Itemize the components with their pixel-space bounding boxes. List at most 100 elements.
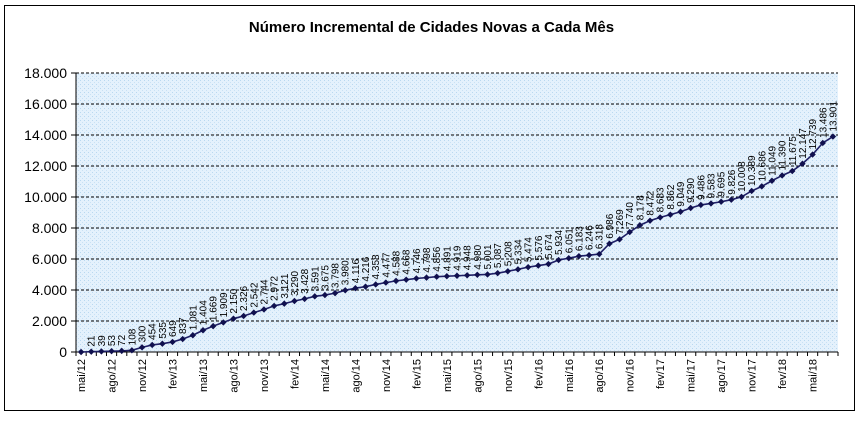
- data-point: [372, 281, 379, 288]
- data-label: 12.739: [808, 119, 819, 150]
- data-point: [829, 133, 837, 140]
- data-label: 9.695: [717, 171, 728, 196]
- data-point: [382, 279, 390, 286]
- data-label: 13.901: [828, 101, 839, 132]
- data-label: 72: [117, 334, 128, 346]
- data-point: [789, 167, 796, 175]
- x-tick-label: mai/14: [320, 359, 332, 392]
- data-label: 837: [178, 317, 189, 334]
- data-point: [524, 263, 532, 271]
- data-label: 5.934: [554, 230, 565, 255]
- data-point: [585, 251, 593, 259]
- x-tick-label: nov/16: [625, 359, 637, 392]
- data-point: [677, 208, 684, 215]
- data-point: [128, 347, 136, 354]
- data-label: 2.150: [229, 288, 240, 313]
- data-point: [301, 295, 308, 303]
- y-tick-label: 16.000: [24, 96, 67, 112]
- x-tick-label: ago/17: [716, 359, 728, 393]
- data-label: 12.147: [798, 128, 809, 159]
- series: [77, 133, 837, 356]
- data-label: 9.290: [686, 178, 697, 203]
- data-point: [281, 300, 288, 307]
- x-tick-label: nov/12: [137, 359, 149, 392]
- data-label: 3.675: [320, 265, 331, 290]
- y-tick-label: 18.000: [24, 65, 67, 81]
- data-point: [403, 276, 410, 283]
- data-point: [270, 302, 278, 310]
- data-point: [463, 272, 471, 279]
- data-label: 3.798: [331, 263, 342, 288]
- data-point: [321, 291, 329, 299]
- data-label: 1.404: [199, 300, 210, 325]
- data-point: [494, 269, 501, 277]
- data-point: [768, 177, 776, 184]
- data-label: 3.428: [300, 268, 311, 293]
- data-label: 9.826: [727, 169, 738, 194]
- data-point: [98, 348, 105, 355]
- data-label: 5.576: [534, 235, 545, 260]
- data-point: [657, 214, 664, 221]
- data-label: 2.326: [239, 285, 250, 310]
- data-point: [392, 277, 400, 285]
- data-point: [474, 271, 481, 279]
- x-tick-label: nov/13: [259, 359, 271, 392]
- data-label: 4.358: [371, 254, 382, 279]
- data-point: [545, 260, 552, 268]
- chart-title: Número Incremental de Cidades Novas a Ca…: [248, 19, 615, 36]
- data-point: [555, 256, 562, 264]
- data-point: [646, 217, 654, 224]
- x-tick-label: mai/15: [442, 359, 454, 392]
- data-point: [179, 335, 186, 343]
- x-tick-label: nov/15: [503, 359, 515, 392]
- data-label: 8.178: [635, 195, 646, 220]
- data-label: 1.909: [219, 292, 230, 317]
- data-label: 39: [97, 335, 108, 347]
- data-label: 6.183: [574, 226, 585, 251]
- y-tick-label: 10.000: [24, 189, 67, 205]
- x-tick-label: ago/16: [594, 359, 606, 393]
- data-label: 454: [148, 323, 159, 340]
- x-tick-labels: mai/12 ago/12 nov/12 fev/13 mai/13 ago/13 nov/…: [76, 359, 820, 393]
- data-label: 5.334: [513, 239, 524, 264]
- data-label: 10.389: [747, 155, 758, 186]
- data-label: 11.049: [767, 145, 778, 175]
- data-label: 4.798: [422, 247, 433, 272]
- data-point: [230, 315, 237, 322]
- data-label: 7.269: [615, 209, 626, 234]
- data-point: [352, 285, 359, 292]
- x-tick-label: fev/17: [655, 359, 667, 389]
- x-tick-label: ago/12: [107, 359, 119, 393]
- data-label: 8.683: [656, 187, 667, 212]
- data-point: [667, 211, 674, 218]
- data-label: 5.474: [524, 237, 535, 262]
- data-point: [311, 293, 318, 300]
- data-point: [687, 204, 694, 212]
- data-label: 8.472: [646, 190, 657, 215]
- data-label: 10.686: [757, 150, 768, 181]
- data-label: 649: [168, 320, 179, 337]
- data-label: 4.948: [463, 245, 474, 270]
- x-tick-label: ago/15: [472, 359, 484, 393]
- data-label: 3.290: [290, 271, 301, 296]
- data-point: [778, 172, 786, 179]
- data-label: 4.919: [453, 245, 464, 270]
- data-label: 4.746: [412, 248, 423, 273]
- data-label: 3.980: [341, 260, 352, 285]
- data-label: 4.980: [473, 244, 484, 269]
- data-point: [149, 341, 156, 349]
- data-label: 1.081: [188, 305, 199, 330]
- data-labels: 21 39 53 72 108 300 454 535 649 837 1.081 1.404 1.66…: [87, 101, 840, 347]
- gridlines: [71, 72, 838, 353]
- y-tick-label: 12.000: [24, 158, 67, 174]
- y-tick-label: 4.000: [32, 282, 67, 298]
- data-label: 6.246: [585, 225, 596, 250]
- data-point: [799, 160, 806, 167]
- data-point: [77, 348, 85, 356]
- data-point: [606, 240, 613, 247]
- data-label: 4.668: [402, 249, 413, 274]
- x-tick-label: mai/16: [564, 359, 576, 392]
- data-label: 9.049: [676, 181, 687, 206]
- x-tick-label: fev/14: [289, 359, 301, 389]
